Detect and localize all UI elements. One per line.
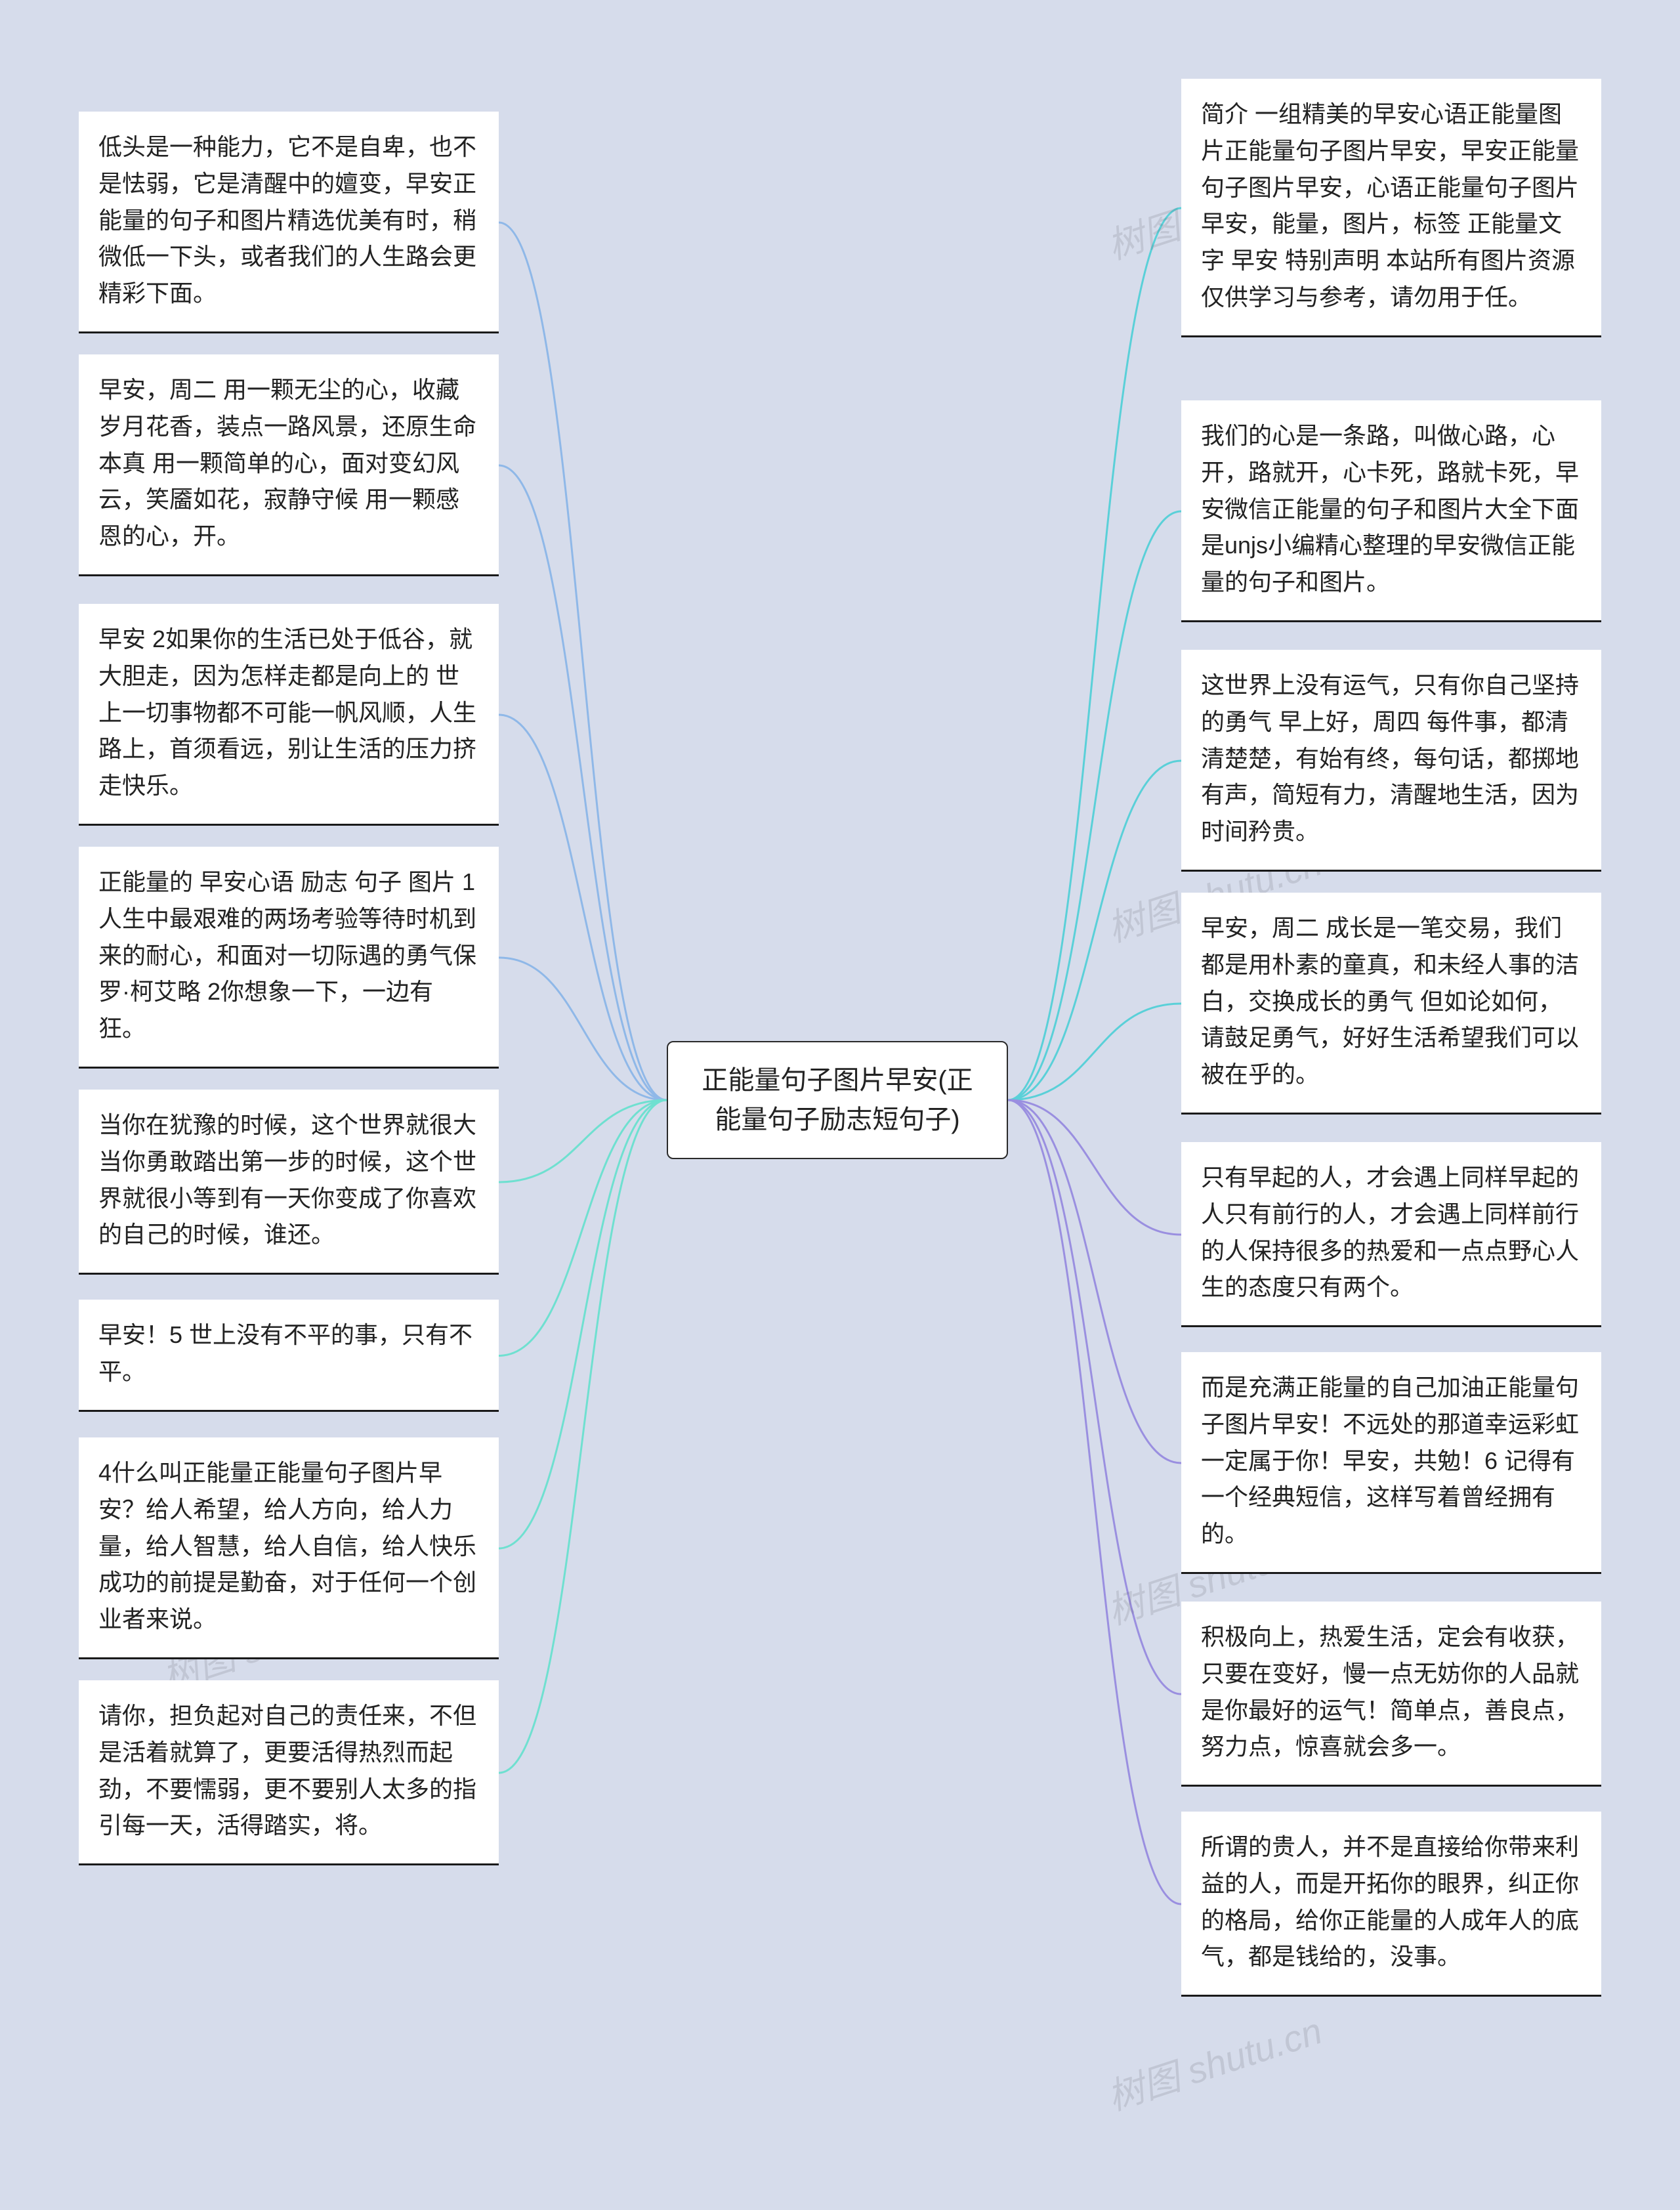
connector xyxy=(1008,1100,1181,1694)
connector xyxy=(499,465,667,1100)
connector xyxy=(499,958,667,1100)
right-node: 而是充满正能量的自己加油正能量句子图片早安！不远处的那道幸运彩虹一定属于你！早安… xyxy=(1181,1352,1601,1574)
node-text: 请你，担负起对自己的责任来，不但是活着就算了，更要活得热烈而起劲，不要懦弱，更不… xyxy=(98,1702,476,1838)
connector xyxy=(1008,761,1181,1100)
connector xyxy=(1008,511,1181,1100)
right-node: 所谓的贵人，并不是直接给你带来利益的人，而是开拓你的眼界，纠正你的格局，给你正能… xyxy=(1181,1812,1601,1997)
node-text: 正能量的 早安心语 励志 句子 图片 1人生中最艰难的两场考验等待时机到来的耐心… xyxy=(98,868,476,1042)
connector xyxy=(1008,1100,1181,1904)
node-text: 所谓的贵人，并不是直接给你带来利益的人，而是开拓你的眼界，纠正你的格局，给你正能… xyxy=(1201,1833,1579,1970)
node-text: 早安，周二 用一颗无尘的心，收藏岁月花香，装点一路风景，还原生命本真 用一颗简单… xyxy=(98,376,476,549)
node-text: 4什么叫正能量正能量句子图片早安？给人希望，给人方向，给人力量，给人智慧，给人自… xyxy=(98,1459,476,1632)
center-node-text: 正能量句子图片早安(正能量句子励志短句子) xyxy=(702,1066,973,1134)
connector xyxy=(499,223,667,1100)
left-node: 早安 2如果你的生活已处于低谷，就大胆走，因为怎样走都是向上的 世上一切事物都不… xyxy=(79,604,499,826)
left-node: 早安，周二 用一颗无尘的心，收藏岁月花香，装点一路风景，还原生命本真 用一颗简单… xyxy=(79,354,499,576)
right-node: 积极向上，热爱生活，定会有收获，只要在变好，慢一点无妨你的人品就是你最好的运气！… xyxy=(1181,1602,1601,1787)
node-text: 早安！5 世上没有不平的事，只有不平。 xyxy=(98,1321,472,1385)
left-node: 当你在犹豫的时候，这个世界就很大当你勇敢踏出第一步的时候，这个世界就很小等到有一… xyxy=(79,1090,499,1275)
connector xyxy=(1008,1100,1181,1235)
connector xyxy=(499,1100,667,1356)
node-text: 这世界上没有运气，只有你自己坚持的勇气 早上好，周四 每件事，都清清楚楚，有始有… xyxy=(1201,671,1579,845)
left-node: 请你，担负起对自己的责任来，不但是活着就算了，更要活得热烈而起劲，不要懦弱，更不… xyxy=(79,1680,499,1865)
node-text: 只有早起的人，才会遇上同样早起的人只有前行的人，才会遇上同样前行的人保持很多的热… xyxy=(1201,1164,1579,1300)
node-text: 早安 2如果你的生活已处于低谷，就大胆走，因为怎样走都是向上的 世上一切事物都不… xyxy=(98,626,476,799)
node-text: 积极向上，热爱生活，定会有收获，只要在变好，慢一点无妨你的人品就是你最好的运气！… xyxy=(1201,1623,1579,1760)
right-node: 只有早起的人，才会遇上同样早起的人只有前行的人，才会遇上同样前行的人保持很多的热… xyxy=(1181,1142,1601,1327)
node-text: 早安，周二 成长是一笔交易，我们都是用朴素的童真，和未经人事的洁白，交换成长的勇… xyxy=(1201,914,1579,1088)
connector xyxy=(499,1100,667,1182)
connector xyxy=(1008,208,1181,1100)
left-node: 早安！5 世上没有不平的事，只有不平。 xyxy=(79,1300,499,1412)
center-node: 正能量句子图片早安(正能量句子励志短句子) xyxy=(667,1041,1008,1159)
right-node: 这世界上没有运气，只有你自己坚持的勇气 早上好，周四 每件事，都清清楚楚，有始有… xyxy=(1181,650,1601,872)
node-text: 简介 一组精美的早安心语正能量图片正能量句子图片早安，早安正能量句子图片早安，心… xyxy=(1201,100,1579,310)
node-text: 低头是一种能力，它不是自卑，也不是怯弱，它是清醒中的嬗变，早安正能量的句子和图片… xyxy=(98,133,476,307)
connector xyxy=(499,1100,667,1773)
node-text: 而是充满正能量的自己加油正能量句子图片早安！不远处的那道幸运彩虹一定属于你！早安… xyxy=(1201,1374,1579,1547)
left-node: 正能量的 早安心语 励志 句子 图片 1人生中最艰难的两场考验等待时机到来的耐心… xyxy=(79,847,499,1069)
connector xyxy=(499,715,667,1100)
left-node: 低头是一种能力，它不是自卑，也不是怯弱，它是清醒中的嬗变，早安正能量的句子和图片… xyxy=(79,112,499,333)
right-node: 早安，周二 成长是一笔交易，我们都是用朴素的童真，和未经人事的洁白，交换成长的勇… xyxy=(1181,893,1601,1115)
left-node: 4什么叫正能量正能量句子图片早安？给人希望，给人方向，给人力量，给人智慧，给人自… xyxy=(79,1437,499,1659)
connector xyxy=(1008,1004,1181,1100)
right-node: 我们的心是一条路，叫做心路，心开，路就开，心卡死，路就卡死，早安微信正能量的句子… xyxy=(1181,400,1601,622)
connector xyxy=(1008,1100,1181,1463)
right-node: 简介 一组精美的早安心语正能量图片正能量句子图片早安，早安正能量句子图片早安，心… xyxy=(1181,79,1601,337)
node-text: 我们的心是一条路，叫做心路，心开，路就开，心卡死，路就卡死，早安微信正能量的句子… xyxy=(1201,422,1579,595)
watermark: 树图 shutu.cn xyxy=(1100,2002,1328,2121)
node-text: 当你在犹豫的时候，这个世界就很大当你勇敢踏出第一步的时候，这个世界就很小等到有一… xyxy=(98,1111,476,1248)
connector xyxy=(499,1100,667,1548)
